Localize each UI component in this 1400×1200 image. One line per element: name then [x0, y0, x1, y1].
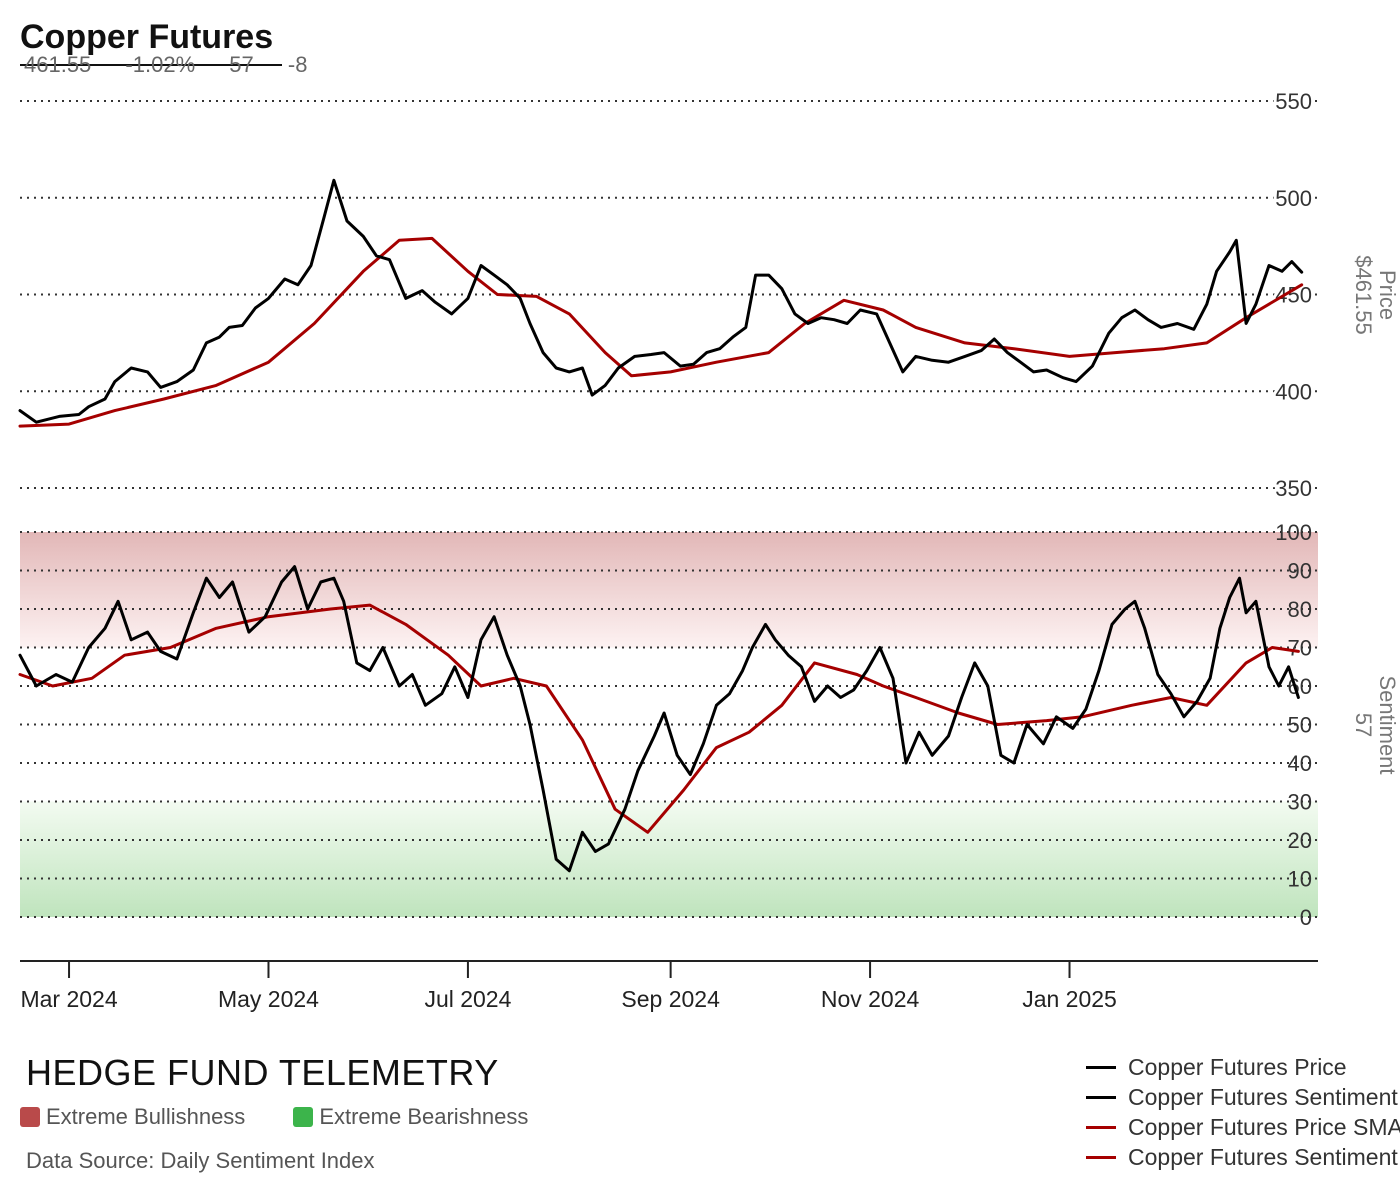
price-tick-label: 350: [1275, 476, 1312, 501]
x-tick-label: Sep 2024: [621, 986, 720, 1012]
bear-label: Extreme Bearishness: [319, 1104, 529, 1129]
sentiment-tick-label: 30: [1288, 790, 1312, 815]
x-tick-label: Nov 2024: [821, 986, 920, 1012]
sentiment-line: [18, 565, 1300, 873]
sentiment-sma-line: [18, 603, 1300, 834]
price-tick-label: 400: [1275, 379, 1312, 404]
legend-label-sentiment: Copper Futures Sentiment: [1128, 1083, 1398, 1110]
price-axis-title: Price$461.55: [1351, 255, 1400, 335]
sentiment-tick-label: 10: [1288, 867, 1312, 892]
x-tick-label: Jan 2025: [1022, 986, 1117, 1012]
last-sentiment: 57: [229, 52, 254, 77]
bear-swatch: [293, 1107, 314, 1127]
data-source: Data Source: Daily Sentiment Index: [26, 1148, 375, 1173]
zone-key-bear: Extreme Bearishness: [293, 1104, 528, 1130]
zone-key: Extreme Bullishness Extreme Bearishness: [20, 1104, 576, 1130]
zone-key-bull: Extreme Bullishness: [20, 1104, 245, 1130]
bull-swatch: [20, 1107, 40, 1127]
legend-item-price-sma[interactable]: Copper Futures Price SMA: [1086, 1112, 1400, 1142]
legend-line-price: [1086, 1065, 1116, 1069]
sentiment-tick-label: 80: [1288, 597, 1312, 622]
x-axis: Mar 2024 May 2024 Jul 2024 Sep 2024 Nov 2024…: [20, 960, 1318, 1012]
extreme-bearish-band: [20, 801, 1318, 917]
bull-label: Extreme Bullishness: [46, 1104, 246, 1129]
legend-line-sentiment: [1086, 1095, 1116, 1099]
sentiment-tick-label: 0: [1300, 905, 1312, 930]
sentiment-tick-label: 20: [1288, 828, 1312, 853]
price-tick-label: 550: [1275, 89, 1312, 114]
legend-label-price-sma: Copper Futures Price SMA: [1128, 1113, 1400, 1140]
legend: Copper Futures Price Copper Futures Sent…: [1086, 1052, 1400, 1172]
price-tick-label: 450: [1275, 283, 1312, 308]
sentiment-axis-title-title: Sentiment: [1375, 675, 1400, 774]
sentiment-tick-label: 90: [1288, 559, 1312, 584]
brand-name: HEDGE FUND TELEMETRY: [26, 1052, 499, 1093]
chart-title: Copper Futures: [20, 18, 274, 56]
grid-lines: [20, 100, 1318, 918]
x-tick-label: Mar 2024: [20, 986, 117, 1012]
price-sma-line: [18, 236, 1304, 428]
title-strike-rule: [20, 64, 282, 66]
price-change: -1.02%: [125, 52, 196, 77]
price-axis-title-value: $461.55: [1351, 255, 1376, 335]
legend-item-sentiment[interactable]: Copper Futures Sentiment: [1086, 1082, 1400, 1112]
legend-item-price[interactable]: Copper Futures Price: [1086, 1052, 1400, 1082]
sentiment-change: -8: [287, 52, 308, 77]
price-axis-title-title: Price: [1375, 270, 1400, 320]
legend-item-sentiment-sma[interactable]: Copper Futures Sentiment SMA: [1086, 1142, 1400, 1172]
legend-label-price: Copper Futures Price: [1128, 1053, 1347, 1080]
series-lines: [18, 178, 1304, 873]
sentiment-tick-label: 100: [1275, 520, 1312, 545]
sentiment-tick-label: 40: [1288, 751, 1312, 776]
legend-line-price-sma: [1086, 1125, 1116, 1129]
sentiment-tick-label: 50: [1288, 713, 1312, 738]
price-tick-label: 500: [1275, 186, 1312, 211]
sentiment-tick-label: 70: [1288, 636, 1312, 661]
legend-label-sentiment-sma: Copper Futures Sentiment SMA: [1128, 1143, 1400, 1170]
last-price: 461.55: [24, 52, 92, 77]
legend-line-sentiment-sma: [1086, 1155, 1116, 1159]
x-tick-label: May 2024: [218, 986, 319, 1012]
sentiment-axis-title-value: 57: [1351, 713, 1376, 737]
price-line: [18, 178, 1304, 424]
header-stats: 461.55 -1.02% 57 -8: [24, 52, 335, 78]
x-tick-label: Jul 2024: [424, 986, 511, 1012]
